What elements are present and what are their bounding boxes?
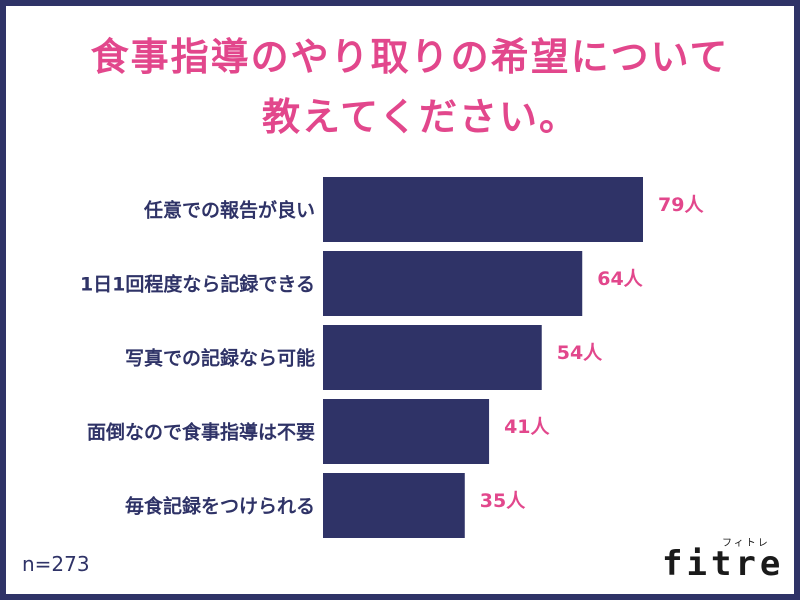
brand-kana: フィトレ — [722, 538, 770, 549]
value-label-0: 79人 — [658, 194, 704, 216]
value-label-4: 35人 — [480, 490, 526, 512]
brand-logo: フィトレ fitre — [662, 536, 782, 586]
bar-2 — [323, 325, 542, 390]
category-label-3: 面倒なので食事指導は不要 — [87, 421, 315, 444]
value-label-3: 41人 — [504, 416, 550, 438]
category-label-4: 毎食記録をつけられる — [125, 495, 315, 518]
brand-name: fitre — [662, 544, 785, 584]
value-label-2: 54人 — [557, 342, 603, 364]
chart-title-line1: 食事指導のやり取りの希望について — [90, 35, 730, 79]
sample-size-label: n=273 — [22, 552, 90, 576]
bar-3 — [323, 399, 490, 464]
chart-title-line2: 教えてください。 — [262, 95, 579, 139]
bar-1 — [323, 251, 583, 316]
category-label-1: 1日1回程度なら記録できる — [80, 273, 315, 296]
bar-4 — [323, 473, 465, 538]
value-label-1: 64人 — [597, 268, 643, 290]
bar-0 — [323, 177, 643, 242]
category-label-0: 任意での報告が良い — [143, 199, 315, 222]
category-label-2: 写真での記録なら可能 — [125, 347, 315, 370]
